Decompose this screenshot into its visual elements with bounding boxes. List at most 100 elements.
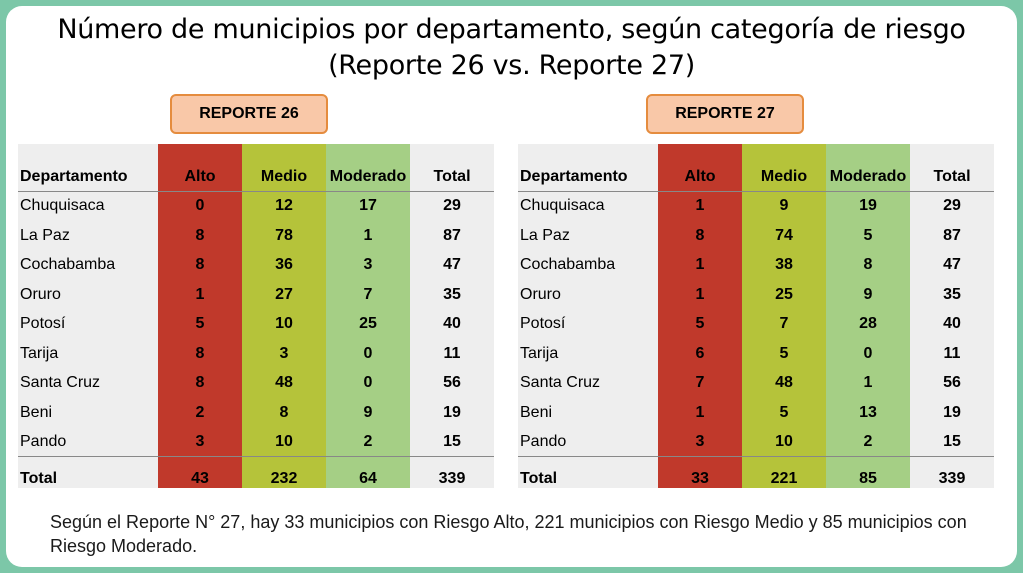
departamento-cell: Oruro [520, 285, 561, 303]
moderado-cell: 1 [363, 226, 373, 244]
total-cell: 35 [943, 285, 961, 303]
table-row: Oruro 1 27 7 35 [18, 280, 494, 309]
medio-column-fill [742, 144, 826, 488]
departamento-cell: La Paz [20, 226, 70, 244]
medio-cell: 3 [279, 344, 289, 362]
alto-cell: 33 [691, 470, 709, 487]
medio-cell: Medio [760, 168, 808, 185]
alto-cell: 1 [695, 197, 705, 214]
table-row: Chuquisaca 0 12 17 29 [18, 191, 494, 220]
departamento-cell: Beni [520, 403, 553, 421]
moderado-cell: 0 [363, 374, 373, 391]
alto-cell: 3 [195, 433, 205, 450]
medio-cell: 10 [275, 315, 293, 332]
table-row: La Paz 8 78 1 87 [18, 221, 494, 250]
moderado-cell: 19 [859, 197, 877, 214]
medio-cell: 74 [775, 226, 793, 244]
alto-cell: 1 [695, 285, 705, 303]
total-cell: 40 [443, 315, 461, 332]
moderado-cell: 25 [359, 315, 377, 332]
title-line-2: (Reporte 26 vs. Reporte 27) [328, 50, 695, 81]
table-row: Pando 3 10 2 15 [518, 427, 994, 456]
moderado-cell: 2 [363, 433, 373, 450]
medio-cell: 8 [279, 403, 289, 421]
departamento-cell: Tarija [20, 344, 59, 362]
alto-cell: 1 [695, 403, 705, 421]
departamento-cell: Pando [20, 433, 67, 450]
alto-column-fill [658, 144, 742, 488]
alto-cell: 8 [695, 226, 705, 244]
table-row: Potosí 5 10 25 40 [18, 309, 494, 338]
alto-cell: 6 [695, 344, 705, 362]
departamento-cell: Santa Cruz [20, 374, 101, 391]
alto-cell: Alto [184, 168, 216, 185]
alto-cell: 43 [191, 470, 209, 487]
total-cell: 19 [443, 403, 461, 421]
alto-cell: 5 [195, 315, 205, 332]
alto-cell: 8 [195, 256, 205, 273]
total-cell: Total [933, 168, 971, 185]
total-cell: Total [433, 168, 471, 185]
moderado-cell: 9 [363, 403, 373, 421]
table-row: Potosí 5 7 28 40 [518, 309, 994, 338]
moderado-cell: 17 [359, 197, 377, 214]
medio-cell: 221 [770, 470, 798, 487]
departamento-cell: Total [520, 470, 558, 487]
total-cell: 29 [943, 197, 961, 214]
medio-cell: 10 [275, 433, 293, 450]
medio-cell: 36 [275, 256, 293, 273]
table-total-row: Total 43 232 64 339 [18, 464, 494, 493]
departamento-cell: La Paz [520, 226, 570, 244]
total-cell: 87 [943, 226, 961, 244]
table-row: Cochabamba 8 36 3 47 [18, 250, 494, 279]
moderado-column-fill [326, 144, 410, 488]
total-cell: 56 [943, 374, 961, 391]
departamento-cell: Cochabamba [20, 256, 116, 273]
report-27-label: REPORTE 27 [646, 94, 804, 134]
moderado-cell: 28 [859, 315, 877, 332]
total-cell: 56 [443, 374, 461, 391]
medio-cell: 5 [779, 403, 789, 421]
moderado-cell: 9 [863, 285, 873, 303]
total-cell: 47 [943, 256, 961, 273]
departamento-cell: Tarija [520, 344, 559, 362]
moderado-cell: 3 [363, 256, 373, 273]
medio-cell: 12 [275, 197, 293, 214]
moderado-cell: 0 [863, 344, 873, 362]
medio-column-fill [242, 144, 326, 488]
report-27-table: Departamento Alto Medio Moderado Total Chuqui… [518, 144, 994, 488]
alto-cell: 1 [695, 256, 705, 273]
departamento-cell: Total [20, 470, 58, 487]
departamento-cell: Potosí [520, 315, 566, 332]
medio-cell: 78 [275, 226, 293, 244]
medio-cell: 232 [270, 470, 298, 487]
title-line-1: Número de municipios por departamento, s… [57, 14, 966, 45]
table-row: Tarija 6 5 0 11 [518, 339, 994, 368]
table-total-row: Total 33 221 85 339 [518, 464, 994, 493]
medio-cell: 25 [775, 285, 793, 303]
departamento-cell: Chuquisaca [20, 197, 105, 214]
table-row: Cochabamba 1 38 8 47 [518, 250, 994, 279]
alto-cell: 2 [195, 403, 205, 421]
medio-cell: 48 [275, 374, 293, 391]
slide: Número de municipios por departamento, s… [6, 6, 1017, 567]
table-row: Santa Cruz 7 48 1 56 [518, 368, 994, 397]
summary-caption: Según el Reporte N° 27, hay 33 municipio… [50, 512, 967, 556]
moderado-cell: 8 [863, 256, 873, 273]
table-row: Oruro 1 25 9 35 [518, 280, 994, 309]
report-26-table: Departamento Alto Medio Moderado Total Chuqui… [18, 144, 494, 488]
slide-title: Número de municipios por departamento, s… [6, 12, 1017, 84]
table-row: Chuquisaca 1 9 19 29 [518, 191, 994, 220]
table-row: Santa Cruz 8 48 0 56 [18, 368, 494, 397]
alto-cell: 7 [695, 374, 705, 391]
report-26-label: REPORTE 26 [170, 94, 328, 134]
moderado-cell: 2 [863, 433, 873, 450]
alto-cell: 5 [695, 315, 705, 332]
total-cell: 11 [443, 344, 461, 362]
alto-cell: 1 [195, 285, 205, 303]
total-cell: 47 [443, 256, 461, 273]
total-cell: 29 [443, 197, 461, 214]
total-cell: 11 [943, 344, 961, 362]
total-cell: 87 [443, 226, 461, 244]
moderado-cell: 64 [359, 470, 377, 487]
